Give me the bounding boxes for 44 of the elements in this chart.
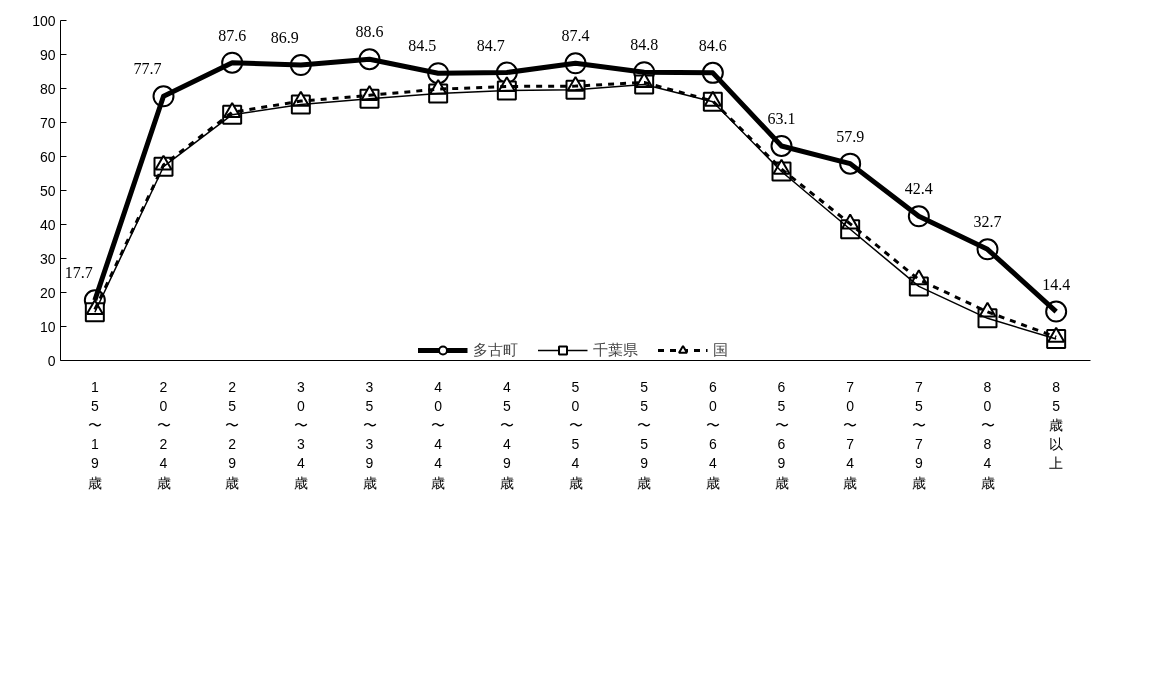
x-tick-label: 35〜39歳 xyxy=(362,378,377,491)
data-label: 84.7 xyxy=(476,36,505,54)
y-tick-label: 90 xyxy=(39,46,56,63)
data-label: 32.7 xyxy=(973,213,1002,231)
data-label: 42.4 xyxy=(904,180,933,198)
data-label: 63.1 xyxy=(767,109,796,127)
x-tick-label: 60〜64歳 xyxy=(705,378,720,491)
y-tick-label: 100 xyxy=(32,12,56,29)
x-tick-label: 50〜54歳 xyxy=(568,378,583,491)
y-tick-label: 70 xyxy=(39,114,56,131)
x-tick-label: 85歳以上 xyxy=(1049,378,1064,472)
x-tick-label: 20〜24歳 xyxy=(156,378,171,491)
y-tick-label: 20 xyxy=(39,284,56,301)
x-tick-label: 75〜79歳 xyxy=(911,378,926,491)
data-label: 86.9 xyxy=(270,29,299,47)
data-label: 17.7 xyxy=(64,264,93,282)
y-tick-label: 80 xyxy=(39,80,56,97)
y-tick-label: 10 xyxy=(39,318,56,335)
data-label: 87.4 xyxy=(561,27,590,45)
legend-label: 国 xyxy=(712,340,729,360)
data-label: 77.7 xyxy=(133,60,162,78)
data-label: 84.8 xyxy=(630,36,659,54)
x-tick-label: 45〜49歳 xyxy=(499,378,514,491)
y-tick-label: 0 xyxy=(47,352,56,369)
legend-label: 多古町 xyxy=(472,340,518,360)
x-tick-label: 15〜19歳 xyxy=(87,378,102,491)
y-tick-label: 30 xyxy=(39,250,56,267)
data-label: 14.4 xyxy=(1042,275,1071,293)
y-tick-label: 40 xyxy=(39,216,56,233)
data-label: 84.6 xyxy=(698,36,727,54)
data-label: 88.6 xyxy=(355,23,384,41)
y-tick-label: 60 xyxy=(39,148,56,165)
x-tick-label: 80〜84歳 xyxy=(980,378,995,491)
x-tick-label: 25〜29歳 xyxy=(225,378,240,491)
x-tick-label: 70〜74歳 xyxy=(843,378,858,491)
y-tick-label: 50 xyxy=(39,182,56,199)
data-label: 84.5 xyxy=(408,37,437,55)
x-tick-label: 40〜44歳 xyxy=(431,378,446,491)
data-label: 57.9 xyxy=(836,127,865,145)
x-tick-label: 30〜34歳 xyxy=(293,378,308,491)
data-label: 87.6 xyxy=(218,26,247,44)
legend-label: 千葉県 xyxy=(592,340,638,360)
x-tick-label: 55〜59歳 xyxy=(637,378,652,491)
x-tick-label: 65〜69歳 xyxy=(774,378,789,491)
